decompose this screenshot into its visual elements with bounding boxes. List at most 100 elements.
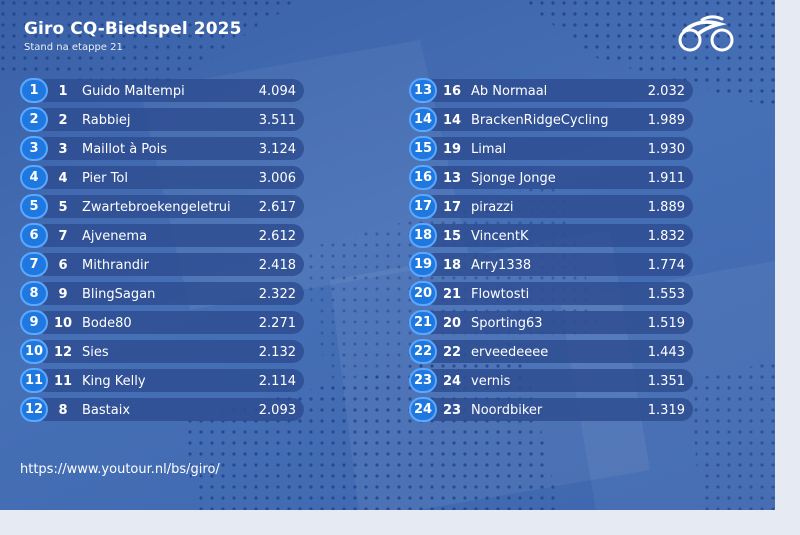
standing-row: 2 Rabbiej 3.511 2: [20, 107, 310, 132]
previous-rank: 20: [442, 316, 462, 331]
page-subtitle: Stand na etappe 21: [24, 42, 123, 53]
previous-rank: 7: [58, 229, 68, 244]
player-score: 1.774: [647, 258, 685, 273]
previous-rank: 11: [53, 374, 73, 389]
standing-row: 19 Limal 1.930 15: [409, 136, 699, 161]
standings-column-right: 16 Ab Normaal 2.032 13 14 BrackenRidgeCycling…: [409, 78, 699, 426]
standing-row: 14 BrackenRidgeCycling 1.989 14: [409, 107, 699, 132]
rank-badge: 17: [409, 194, 437, 219]
standing-row: 5 Zwartebroekengeletrui 2.617 5: [20, 194, 310, 219]
player-score: 1.889: [647, 200, 685, 215]
rank-badge: 14: [409, 107, 437, 132]
player-name: VincentK: [471, 229, 529, 244]
previous-rank: 15: [442, 229, 462, 244]
player-score: 1.519: [647, 316, 685, 331]
player-score: 1.930: [647, 142, 685, 157]
standing-row: 8 Bastaix 2.093 12: [20, 397, 310, 422]
player-score: 1.319: [647, 403, 685, 418]
player-name: Ab Normaal: [471, 84, 548, 99]
player-name: Mithrandir: [82, 258, 149, 273]
standing-row: 18 Arry1338 1.774 19: [409, 252, 699, 277]
standing-row: 12 Sies 2.132 10: [20, 339, 310, 364]
previous-rank: 10: [53, 316, 73, 331]
standing-row: 13 Sjonge Jonge 1.911 16: [409, 165, 699, 190]
previous-rank: 9: [58, 287, 68, 302]
row-bar: 9 BlingSagan 2.322: [34, 282, 304, 305]
player-name: Arry1338: [471, 258, 532, 273]
player-score: 3.006: [258, 171, 296, 186]
row-bar: 20 Sporting63 1.519: [423, 311, 693, 334]
page-title: Giro CQ-Biedspel 2025: [24, 19, 242, 39]
row-bar: 4 Pier Tol 3.006: [34, 166, 304, 189]
standing-row: 20 Sporting63 1.519 21: [409, 310, 699, 335]
row-bar: 6 Mithrandir 2.418: [34, 253, 304, 276]
row-bar: 1 Guido Maltempi 4.094: [34, 79, 304, 102]
standing-row: 7 Ajvenema 2.612 6: [20, 223, 310, 248]
standing-row: 16 Ab Normaal 2.032 13: [409, 78, 699, 103]
cycling-logo-icon: [678, 15, 734, 52]
rank-badge: 23: [409, 368, 437, 393]
rank-badge: 7: [20, 252, 48, 277]
player-score: 1.911: [647, 171, 685, 186]
player-score: 1.832: [647, 229, 685, 244]
standing-row: 17 pirazzi 1.889 17: [409, 194, 699, 219]
previous-rank: 6: [58, 258, 68, 273]
previous-rank: 18: [442, 258, 462, 273]
player-name: Sies: [82, 345, 109, 360]
previous-rank: 16: [442, 84, 462, 99]
player-name: Bode80: [82, 316, 132, 331]
rank-badge: 5: [20, 194, 48, 219]
standing-row: 15 VincentK 1.832 18: [409, 223, 699, 248]
player-score: 2.617: [258, 200, 296, 215]
row-bar: 18 Arry1338 1.774: [423, 253, 693, 276]
player-score: 3.511: [258, 113, 296, 128]
player-name: BlingSagan: [82, 287, 156, 302]
previous-rank: 19: [442, 142, 462, 157]
player-name: pirazzi: [471, 200, 514, 215]
footer-url: https://www.youtour.nl/bs/giro/: [20, 462, 220, 477]
row-bar: 11 King Kelly 2.114: [34, 369, 304, 392]
rank-badge: 10: [20, 339, 48, 364]
player-score: 1.553: [647, 287, 685, 302]
row-bar: 13 Sjonge Jonge 1.911: [423, 166, 693, 189]
previous-rank: 8: [58, 403, 68, 418]
player-score: 2.093: [258, 403, 296, 418]
player-name: BrackenRidgeCycling: [471, 113, 609, 128]
rank-badge: 4: [20, 165, 48, 190]
frame-bottom: [0, 510, 800, 535]
standing-row: 24 vernis 1.351 23: [409, 368, 699, 393]
row-bar: 7 Ajvenema 2.612: [34, 224, 304, 247]
player-score: 1.443: [647, 345, 685, 360]
previous-rank: 13: [442, 171, 462, 186]
rank-badge: 20: [409, 281, 437, 306]
previous-rank: 2: [58, 113, 68, 128]
previous-rank: 24: [442, 374, 462, 389]
rank-badge: 6: [20, 223, 48, 248]
player-score: 2.418: [258, 258, 296, 273]
frame-right: [775, 0, 800, 535]
previous-rank: 4: [58, 171, 68, 186]
row-bar: 12 Sies 2.132: [34, 340, 304, 363]
rank-badge: 3: [20, 136, 48, 161]
standings-column-left: 1 Guido Maltempi 4.094 1 2 Rabbiej 3.511 2 3 Mail…: [20, 78, 310, 426]
player-name: Noordbiker: [471, 403, 543, 418]
standing-row: 9 BlingSagan 2.322 8: [20, 281, 310, 306]
player-score: 2.612: [258, 229, 296, 244]
row-bar: 19 Limal 1.930: [423, 137, 693, 160]
player-score: 1.351: [647, 374, 685, 389]
player-name: Ajvenema: [82, 229, 148, 244]
previous-rank: 1: [58, 84, 68, 99]
row-bar: 22 erveedeeee 1.443: [423, 340, 693, 363]
rank-badge: 18: [409, 223, 437, 248]
rank-badge: 24: [409, 397, 437, 422]
row-bar: 8 Bastaix 2.093: [34, 398, 304, 421]
player-name: Limal: [471, 142, 507, 157]
player-score: 2.322: [258, 287, 296, 302]
player-name: Pier Tol: [82, 171, 128, 186]
row-bar: 2 Rabbiej 3.511: [34, 108, 304, 131]
rank-badge: 9: [20, 310, 48, 335]
player-name: Flowtosti: [471, 287, 530, 302]
rank-badge: 1: [20, 78, 48, 103]
standing-row: 23 Noordbiker 1.319 24: [409, 397, 699, 422]
player-name: Sporting63: [471, 316, 543, 331]
